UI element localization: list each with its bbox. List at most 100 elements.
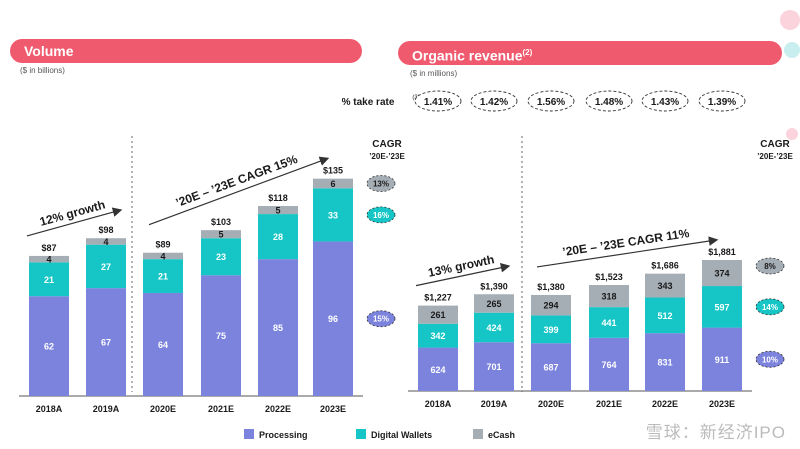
take-rate-value: 1.48% bbox=[595, 97, 623, 108]
revenue-segment-label: 441 bbox=[601, 318, 616, 328]
volume-cagr-arrow bbox=[148, 156, 330, 226]
volume-cagr-value: 13% bbox=[373, 179, 389, 188]
volume-segment-label: 4 bbox=[160, 251, 165, 261]
volume-segment-label: 4 bbox=[103, 237, 108, 247]
revenue-total-label: $1,380 bbox=[537, 282, 565, 292]
deco-circle-teal bbox=[784, 42, 800, 58]
volume-segment-label: 4 bbox=[46, 255, 51, 265]
volume-category-label: 2019A bbox=[93, 404, 120, 414]
revenue-bar-ecash-2022E bbox=[645, 273, 685, 298]
deco-circle-pink-small bbox=[786, 128, 798, 140]
volume-cagr-header: CAGR bbox=[372, 139, 402, 150]
take-rate-badge bbox=[470, 90, 518, 112]
legend-label: eCash bbox=[488, 430, 515, 440]
volume-segment-label: 21 bbox=[44, 275, 54, 285]
revenue-segment-label: 597 bbox=[714, 302, 729, 312]
revenue-total-label: $1,881 bbox=[708, 247, 736, 257]
revenue-category-label: 2018A bbox=[425, 399, 452, 409]
volume-total-label: $103 bbox=[211, 217, 231, 227]
deco-circle-pink bbox=[780, 10, 800, 30]
revenue-bar-digital-wallets-2022E bbox=[645, 297, 685, 334]
revenue-category-label: 2020E bbox=[538, 399, 564, 409]
revenue-title: Organic revenue bbox=[412, 47, 523, 64]
revenue-growth-arrow bbox=[415, 263, 511, 287]
volume-header: Volume bbox=[10, 39, 362, 63]
volume-unit: ($ in billions) bbox=[20, 66, 65, 75]
revenue-bar-ecash-2019A bbox=[474, 294, 514, 313]
legend-swatch-ecash bbox=[473, 429, 483, 439]
revenue-segment-label: 911 bbox=[715, 355, 730, 365]
volume-title: Volume bbox=[24, 43, 74, 59]
volume-segment-label: 5 bbox=[275, 206, 280, 216]
take-rate-badge bbox=[585, 90, 633, 112]
volume-segment-label: 21 bbox=[158, 272, 168, 282]
revenue-unit: ($ in millions) bbox=[410, 69, 458, 78]
volume-segment-label: 23 bbox=[216, 252, 226, 262]
revenue-segment-label: 318 bbox=[601, 292, 616, 302]
revenue-bar-processing-2022E bbox=[645, 333, 685, 391]
volume-cagr-value: 16% bbox=[373, 211, 389, 220]
revenue-bar-ecash-2020E bbox=[531, 294, 571, 316]
revenue-bar-processing-2019A bbox=[474, 342, 514, 391]
volume-segment-label: 64 bbox=[158, 340, 168, 350]
volume-growth-annotation: 12% growth bbox=[38, 198, 107, 229]
revenue-cagr-subheader: ’20E-’23E bbox=[757, 152, 793, 161]
revenue-header: Organic revenue(2) bbox=[398, 41, 782, 65]
revenue-cagr-header: CAGR bbox=[760, 139, 790, 150]
volume-category-label: 2023E bbox=[320, 404, 346, 414]
revenue-bar-processing-2018A bbox=[418, 347, 458, 391]
volume-bar-ecash-2020E bbox=[143, 252, 183, 260]
revenue-total-label: $1,227 bbox=[424, 293, 452, 303]
volume-bar-ecash-2019A bbox=[86, 238, 126, 245]
volume-segment-label: 85 bbox=[273, 323, 283, 333]
volume-cagr-subheader: ’20E-’23E bbox=[369, 152, 405, 161]
volume-cagr-badge-digital-wallets bbox=[366, 206, 396, 224]
volume-bar-digital-wallets-2018A bbox=[29, 262, 69, 297]
take-rate-badge bbox=[698, 90, 746, 112]
volume-segment-label: 67 bbox=[101, 338, 111, 348]
revenue-segment-label: 265 bbox=[486, 299, 501, 309]
volume-cagr-value: 15% bbox=[373, 315, 389, 324]
revenue-cagr-badge-processing bbox=[755, 350, 785, 368]
volume-cagr-badge-processing bbox=[366, 310, 396, 328]
volume-bar-digital-wallets-2020E bbox=[143, 259, 183, 293]
watermark: 雪球：新经济IPO bbox=[645, 423, 786, 442]
volume-category-label: 2021E bbox=[208, 404, 234, 414]
volume-bar-digital-wallets-2021E bbox=[201, 238, 241, 276]
volume-total-label: $135 bbox=[323, 166, 343, 176]
volume-segment-label: 96 bbox=[328, 314, 338, 324]
revenue-bar-processing-2023E bbox=[702, 327, 742, 391]
legend-label: Digital Wallets bbox=[371, 430, 432, 440]
revenue-cagr-value: 14% bbox=[762, 303, 778, 312]
revenue-segment-label: 701 bbox=[486, 362, 501, 372]
revenue-category-label: 2019A bbox=[481, 399, 508, 409]
revenue-cagr-badge-digital-wallets bbox=[755, 298, 785, 316]
revenue-bar-processing-2021E bbox=[589, 337, 629, 391]
revenue-bar-digital-wallets-2019A bbox=[474, 312, 514, 343]
revenue-bar-ecash-2023E bbox=[702, 260, 742, 287]
volume-bar-processing-2021E bbox=[201, 275, 241, 396]
volume-segment-label: 62 bbox=[44, 342, 54, 352]
volume-bar-processing-2019A bbox=[86, 288, 126, 396]
revenue-cagr-arrow bbox=[536, 236, 719, 268]
volume-segment-label: 27 bbox=[101, 262, 111, 272]
take-rate-value: 1.39% bbox=[708, 97, 736, 108]
revenue-bar-digital-wallets-2021E bbox=[589, 307, 629, 338]
take-rate-badge bbox=[641, 90, 689, 112]
revenue-segment-label: 399 bbox=[543, 325, 558, 335]
volume-total-label: $118 bbox=[268, 193, 288, 203]
revenue-bar-digital-wallets-2018A bbox=[418, 323, 458, 348]
take-rate-badge bbox=[414, 90, 462, 112]
volume-segment-label: 6 bbox=[330, 179, 335, 189]
volume-total-label: $98 bbox=[98, 225, 113, 235]
revenue-category-label: 2023E bbox=[709, 399, 735, 409]
revenue-bar-ecash-2021E bbox=[589, 284, 629, 308]
take-rate-label: % take rate bbox=[342, 97, 395, 108]
volume-bar-processing-2023E bbox=[313, 241, 353, 396]
take-rate-value: 1.56% bbox=[537, 97, 565, 108]
volume-bar-processing-2018A bbox=[29, 296, 69, 396]
take-rate-value: 1.43% bbox=[651, 97, 679, 108]
revenue-cagr-value: 8% bbox=[764, 262, 776, 271]
volume-total-label: $87 bbox=[41, 243, 56, 253]
